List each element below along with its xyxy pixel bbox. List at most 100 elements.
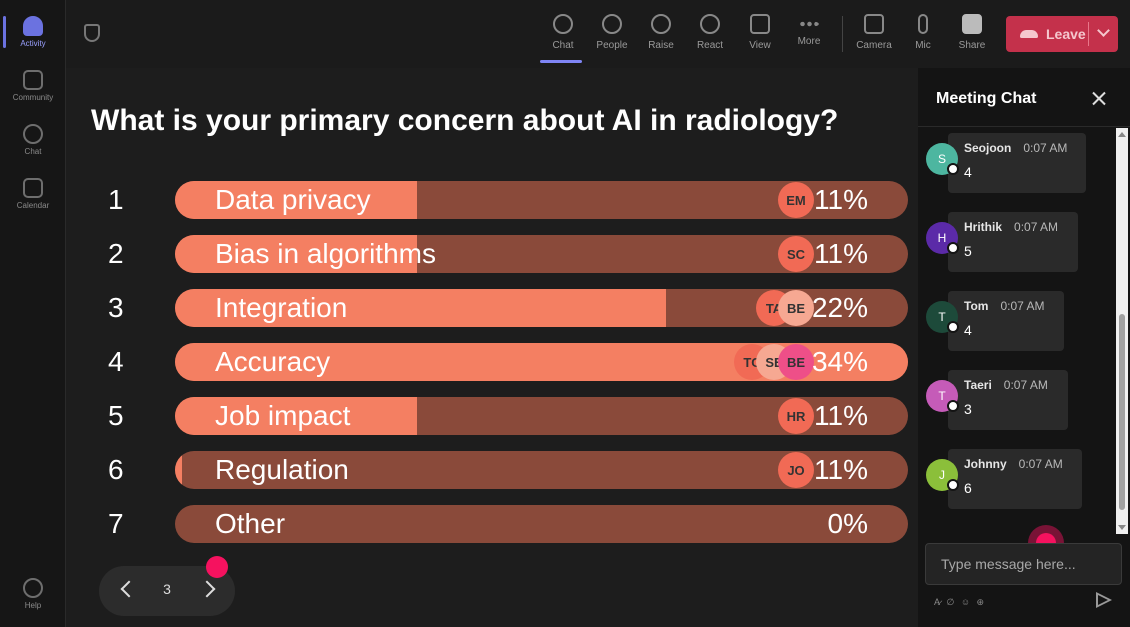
view-button[interactable]: View xyxy=(738,10,782,60)
format-tools-icon[interactable]: A̷ ∅ ☺ ⊕ xyxy=(934,597,987,607)
poll-option-fill xyxy=(175,181,417,219)
poll-option-row: 3 Integration BE TA 22% xyxy=(66,289,918,327)
chat-message-text: 6 xyxy=(964,480,972,496)
poll-option-label: Accuracy xyxy=(215,346,331,377)
chat-sender-name: Tom xyxy=(964,299,989,313)
poll-option-row: 4 Accuracy BE SE TC 34% xyxy=(66,343,918,381)
left-rail: Activity Community Chat Calendar Help xyxy=(0,0,66,627)
chat-button[interactable]: Chat xyxy=(540,10,585,63)
chat-header-divider xyxy=(918,126,1130,127)
poll-option-row: 7 Other 0% xyxy=(66,505,918,543)
react-button[interactable]: React xyxy=(688,10,732,60)
people-button[interactable]: People xyxy=(590,10,634,60)
chat-sender-name: Johnny xyxy=(964,457,1007,471)
poll-option-number: 7 xyxy=(108,508,124,539)
voter-avatar: BE xyxy=(778,344,814,380)
community-icon xyxy=(23,70,43,90)
send-icon[interactable] xyxy=(1096,592,1112,608)
close-icon[interactable] xyxy=(1090,90,1108,108)
help-icon xyxy=(23,578,43,598)
chat-icon xyxy=(553,14,573,34)
leave-button-label: Leave xyxy=(1046,26,1086,42)
rail-item-chat[interactable]: Chat xyxy=(0,114,66,166)
rail-item-calendar[interactable]: Calendar xyxy=(0,168,66,220)
presence-status-icon xyxy=(947,400,959,412)
voter-avatar: JO xyxy=(778,452,814,488)
voter-avatars: BE SE TC xyxy=(734,344,814,380)
chat-scrollbar[interactable] xyxy=(1116,128,1128,534)
raise-button-label: Raise xyxy=(648,40,674,51)
chat-message-bubble[interactable]: Johnny 0:07 AM 6 xyxy=(948,449,1082,509)
voter-avatars: EM xyxy=(778,182,814,218)
poll-option-label: Regulation xyxy=(215,454,349,485)
poll-option-percent: 11% xyxy=(814,184,868,215)
rail-item-community[interactable]: Community xyxy=(0,60,66,112)
poll-option-label: Bias in algorithms xyxy=(215,238,436,269)
chat-timestamp: 0:07 AM xyxy=(1000,299,1045,313)
shield-icon xyxy=(84,24,100,42)
react-button-label: React xyxy=(696,40,724,51)
cursor-indicator-dot xyxy=(206,556,228,578)
rail-item-label: Calendar xyxy=(16,201,50,210)
poll-option-percent: 34% xyxy=(811,346,868,377)
leave-button[interactable]: Leave xyxy=(1006,16,1118,52)
chat-message-bubble[interactable]: Tom 0:07 AM 4 xyxy=(948,291,1064,351)
chevron-left-icon[interactable] xyxy=(120,580,138,598)
poll-option-number: 3 xyxy=(108,292,124,323)
poll-option-bar: Other 0% xyxy=(175,505,908,543)
scroll-up-arrow-icon[interactable] xyxy=(1118,132,1126,137)
chat-sender-name: Seojoon xyxy=(964,141,1012,155)
chat-sender-name: Hrithik xyxy=(964,220,1003,234)
mic-button-label: Mic xyxy=(915,40,931,51)
rail-item-label: Chat xyxy=(24,147,42,156)
poll-option-bar: Bias in algorithms SC 11% xyxy=(175,235,908,273)
voter-avatar: BE xyxy=(778,290,814,326)
presence-status-icon xyxy=(947,479,959,491)
chevron-right-icon[interactable] xyxy=(198,580,216,598)
chat-message-bubble[interactable]: Seojoon 0:07 AM 4 xyxy=(948,133,1086,193)
chat-message-input[interactable] xyxy=(925,543,1122,585)
poll-option-number: 5 xyxy=(108,400,124,431)
more-button[interactable]: More xyxy=(787,10,831,60)
poll-option-bar: Data privacy EM 11% xyxy=(175,181,908,219)
scrollbar-thumb[interactable] xyxy=(1119,314,1125,510)
raise-hand-button[interactable]: Raise xyxy=(639,10,683,60)
chat-bubble-icon xyxy=(23,124,43,144)
bell-icon xyxy=(23,16,43,36)
poll-option-bar: Integration BE TA 22% xyxy=(175,289,908,327)
share-screen-icon xyxy=(962,14,982,34)
scroll-down-arrow-icon[interactable] xyxy=(1118,525,1126,530)
poll-option-row: 5 Job impact HR 11% xyxy=(66,397,918,435)
share-button-label: Share xyxy=(958,40,986,51)
people-button-label: People xyxy=(596,40,628,51)
presence-status-icon xyxy=(947,163,959,175)
voter-avatar: EM xyxy=(778,182,814,218)
voter-avatars: HR xyxy=(778,398,814,434)
chat-message-bubble[interactable]: Taeri 0:07 AM 3 xyxy=(948,370,1068,430)
poll-option-number: 6 xyxy=(108,454,124,485)
toolbar-divider xyxy=(842,16,843,52)
calendar-icon xyxy=(23,178,43,198)
poll-option-label: Integration xyxy=(215,292,348,323)
poll-option-row: 1 Data privacy EM 11% xyxy=(66,181,918,219)
grid-icon xyxy=(750,14,770,34)
share-button[interactable]: Share xyxy=(950,10,994,60)
poll-option-percent: 11% xyxy=(814,400,868,431)
poll-question: What is your primary concern about AI in… xyxy=(91,104,839,137)
poll-option-number: 4 xyxy=(108,346,124,377)
chat-panel-title: Meeting Chat xyxy=(936,90,1037,107)
rail-item-activity[interactable]: Activity xyxy=(0,6,66,58)
rail-item-label: Help xyxy=(24,601,42,610)
voter-avatars: SC xyxy=(778,236,814,272)
chat-message-bubble[interactable]: Hrithik 0:07 AM 5 xyxy=(948,212,1078,272)
rail-item-label: Activity xyxy=(20,39,46,48)
poll-option-percent: 0% xyxy=(827,508,868,539)
chevron-down-icon[interactable] xyxy=(1097,24,1110,37)
camera-button[interactable]: Camera xyxy=(852,10,896,60)
camera-off-icon xyxy=(864,14,884,34)
meeting-chat-panel: Meeting Chat Seojoon 0:07 AM 4 S Hrithik 0:07… xyxy=(918,68,1130,627)
rail-item-help[interactable]: Help xyxy=(0,568,66,620)
mic-icon xyxy=(918,14,928,34)
people-icon xyxy=(602,14,622,34)
mic-button[interactable]: Mic xyxy=(901,10,945,60)
